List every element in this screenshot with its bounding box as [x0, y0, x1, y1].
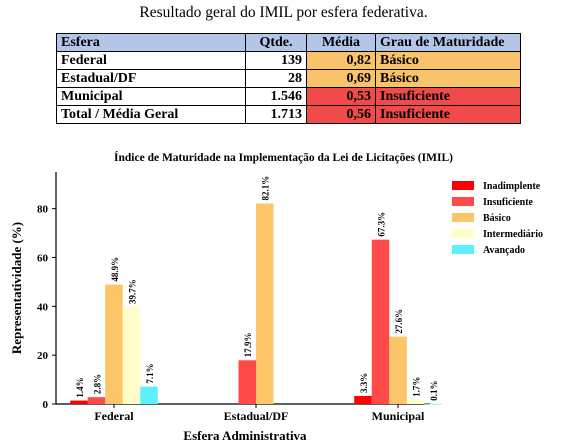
bar-insuficiente: [87, 397, 106, 404]
legend-label: Insuficiente: [483, 197, 534, 208]
x-tick-label: Municipal: [372, 409, 425, 423]
chart-title: Índice de Maturidade na Implementação da…: [114, 152, 453, 164]
cell-grau: Básico: [375, 69, 521, 88]
data-label: 1.4%: [75, 377, 85, 397]
bar-insuficiente: [238, 360, 256, 404]
data-label: 48.9%: [110, 257, 120, 282]
legend-swatch: [452, 229, 474, 238]
table-row: Estadual/DF 28 0,69 Básico: [56, 69, 521, 88]
bar-inadimplente: [354, 395, 372, 404]
x-axis-label: Esfera Administrativa: [183, 428, 307, 443]
legend-label: Avançado: [483, 245, 525, 256]
data-label: 0.1%: [429, 381, 439, 401]
cell-esfera: Total / Média Geral: [56, 105, 246, 124]
header-esfera: Esfera: [56, 33, 246, 52]
cell-grau: Insuficiente: [375, 105, 521, 124]
caption: Resultado geral do IMIL por esfera feder…: [139, 4, 428, 21]
cell-qtde: 1.546: [245, 87, 307, 106]
legend-label: Intermediário: [483, 229, 543, 240]
bar-inadimplente: [70, 400, 88, 404]
data-label: 7.1%: [145, 363, 155, 383]
table-row: Municipal 1.546 0,53 Insuficiente: [56, 87, 521, 106]
data-label: 27.6%: [394, 309, 404, 334]
data-label: 39.7%: [128, 279, 138, 304]
y-tick-label: 40: [37, 301, 49, 313]
data-label: 17.9%: [243, 333, 253, 358]
table-row: Total / Média Geral 1.713 0,56 Insuficiente: [56, 105, 521, 124]
cell-esfera: Estadual/DF: [56, 69, 246, 88]
legend-label: Inadimplente: [483, 181, 541, 192]
bar-avançado: [140, 386, 158, 404]
bar-básico: [389, 336, 407, 404]
legend-swatch: [452, 245, 474, 254]
y-tick-label: 60: [37, 252, 49, 264]
y-tick-label: 20: [37, 350, 49, 362]
header-grau: Grau de Maturidade: [375, 33, 521, 52]
data-label: 2.8%: [93, 374, 103, 394]
cell-media: 0,56: [306, 105, 376, 124]
legend-label: Básico: [483, 213, 511, 224]
bar-intermediário: [406, 399, 425, 404]
bar-básico: [256, 203, 274, 404]
data-label: 67.3%: [377, 212, 387, 237]
bar-intermediário: [122, 307, 141, 404]
data-label: 82.1%: [261, 176, 271, 201]
bar-básico: [105, 284, 123, 404]
table-header-row: Esfera Qtde. Média Grau de Maturidade: [56, 33, 521, 52]
x-tick-label: Estadual/DF: [224, 409, 289, 423]
bar-avançado: [424, 403, 442, 405]
cell-grau: Insuficiente: [375, 87, 521, 106]
legend-swatch: [452, 213, 474, 222]
data-label: 1.7%: [412, 377, 422, 397]
data-label: 3.3%: [359, 373, 369, 393]
cell-esfera: Federal: [56, 51, 246, 70]
legend-swatch: [452, 181, 474, 190]
bar-insuficiente: [371, 239, 390, 404]
x-tick-label: Federal: [94, 409, 134, 423]
y-tick-label: 80: [37, 204, 49, 216]
y-axis-label: Representatividade (%): [9, 222, 24, 354]
header-media: Média: [306, 33, 376, 52]
y-tick-label: 0: [43, 399, 49, 411]
cell-media: 0,69: [306, 69, 376, 88]
summary-table: Esfera Qtde. Média Grau de Maturidade Fe…: [56, 33, 521, 124]
legend-swatch: [452, 197, 474, 206]
header-qtde: Qtde.: [245, 33, 307, 52]
